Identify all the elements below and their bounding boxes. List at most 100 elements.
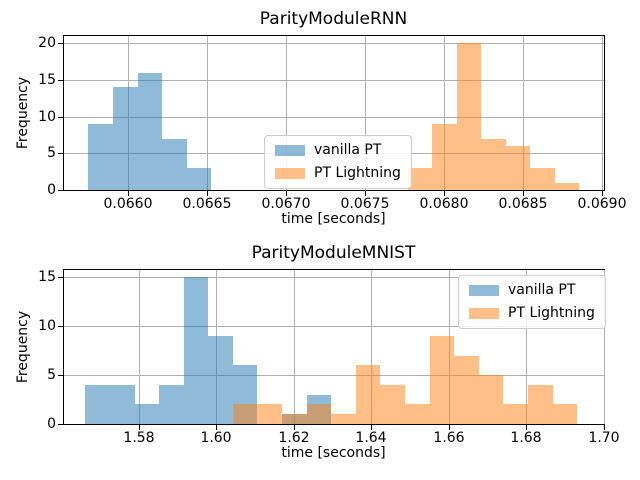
grid-line [526,270,527,424]
x-tick-mark [128,191,129,196]
histogram-bar [432,124,457,190]
mnist-plot-title: ParityModuleMNIST [251,243,416,263]
x-tick-label: 0.0690 [577,196,627,212]
x-tick-label: 1.60 [200,430,232,446]
y-tick-mark [58,43,63,44]
x-tick-label: 1.66 [433,430,465,446]
x-tick-label: 0.0675 [340,196,390,212]
histogram-bar [506,146,530,190]
rnn-legend: vanilla PT PT Lightning [264,135,412,189]
legend-label: PT Lightning [314,165,401,181]
rnn-x-axis-label: time [seconds] [281,211,386,227]
histogram-bar [282,414,307,424]
histogram-bar [110,385,135,424]
legend-item-pt-lightning: PT Lightning [275,166,401,181]
grid-line [64,375,604,376]
x-tick-mark [294,425,295,430]
histogram-bar [159,385,184,424]
x-tick-label: 1.68 [510,430,542,446]
x-tick-label: 0.0660 [103,196,153,212]
grid-line [365,36,366,190]
mnist-legend: vanilla PT PT Lightning [458,275,606,329]
y-tick-mark [58,375,63,376]
histogram-bar [187,168,211,190]
x-tick-mark [207,191,208,196]
legend-item-pt-lightning: PT Lightning [469,306,595,321]
pt-lightning-swatch [469,308,499,319]
histogram-bar [233,404,257,424]
y-tick-mark [58,326,63,327]
x-tick-mark [449,425,450,430]
x-tick-label: 1.64 [355,430,387,446]
x-tick-label: 0.0665 [182,196,232,212]
x-tick-label: 0.0680 [419,196,469,212]
mnist-x-axis-label: time [seconds] [281,445,386,461]
y-tick-label: 15 [38,72,56,88]
y-tick-label: 0 [47,182,56,198]
grid-line [207,36,208,190]
x-tick-mark [526,425,527,430]
x-tick-mark [286,191,287,196]
histogram-bar [85,385,110,424]
y-tick-label: 15 [38,269,56,285]
y-tick-mark [58,190,63,191]
grid-line [64,43,604,44]
histogram-bar [162,139,187,190]
grid-line [604,270,605,424]
legend-item-vanilla-pt: vanilla PT [275,143,401,158]
histogram-bar [555,183,579,190]
x-tick-mark [371,425,372,430]
grid-line [371,270,372,424]
rnn-axes: vanilla PT PT Lightning [58,35,605,196]
legend-label: vanilla PT [314,142,382,158]
grid-line [64,80,604,81]
x-tick-mark [139,425,140,430]
y-tick-label: 5 [47,367,56,383]
y-tick-mark [58,424,63,425]
y-tick-label: 0 [47,416,56,432]
histogram-bar [184,277,208,424]
histogram-bar [138,73,162,190]
grid-line [444,36,445,190]
y-tick-label: 5 [47,145,56,161]
x-tick-label: 0.0670 [261,196,311,212]
histogram-bar [380,385,405,424]
histogram-bar [356,365,380,424]
histogram-bar [530,168,555,190]
x-tick-label: 1.58 [123,430,155,446]
x-tick-mark [216,425,217,430]
x-tick-label: 1.70 [588,430,620,446]
grid-line [286,36,287,190]
histogram-bar [457,43,481,190]
histogram-bar [135,404,159,424]
y-tick-label: 10 [38,109,56,125]
histogram-bar [307,404,331,424]
x-tick-mark [365,191,366,196]
grid-line [294,270,295,424]
legend-label: vanilla PT [508,282,576,298]
grid-line [523,36,524,190]
vanilla-pt-swatch [275,145,305,156]
y-tick-label: 10 [38,318,56,334]
histogram-bar [553,404,577,424]
y-tick-mark [58,277,63,278]
mnist-axes: vanilla PT PT Lightning [58,269,606,430]
histogram-bar [113,87,138,190]
x-tick-label: 0.0685 [498,196,548,212]
x-tick-label: 1.62 [278,430,310,446]
histogram-bar [503,404,528,424]
y-tick-mark [58,153,63,154]
legend-label: PT Lightning [508,305,595,321]
histogram-bar [331,414,356,424]
histogram-bar [408,168,432,190]
y-tick-mark [58,117,63,118]
histogram-bar [405,404,430,424]
x-tick-mark [602,191,603,196]
grid-line [602,36,603,190]
histogram-bar [88,124,113,190]
x-tick-mark [444,191,445,196]
y-tick-label: 20 [38,35,56,51]
rnn-plot-title: ParityModuleRNN [259,9,408,29]
histogram-bar [454,356,479,424]
